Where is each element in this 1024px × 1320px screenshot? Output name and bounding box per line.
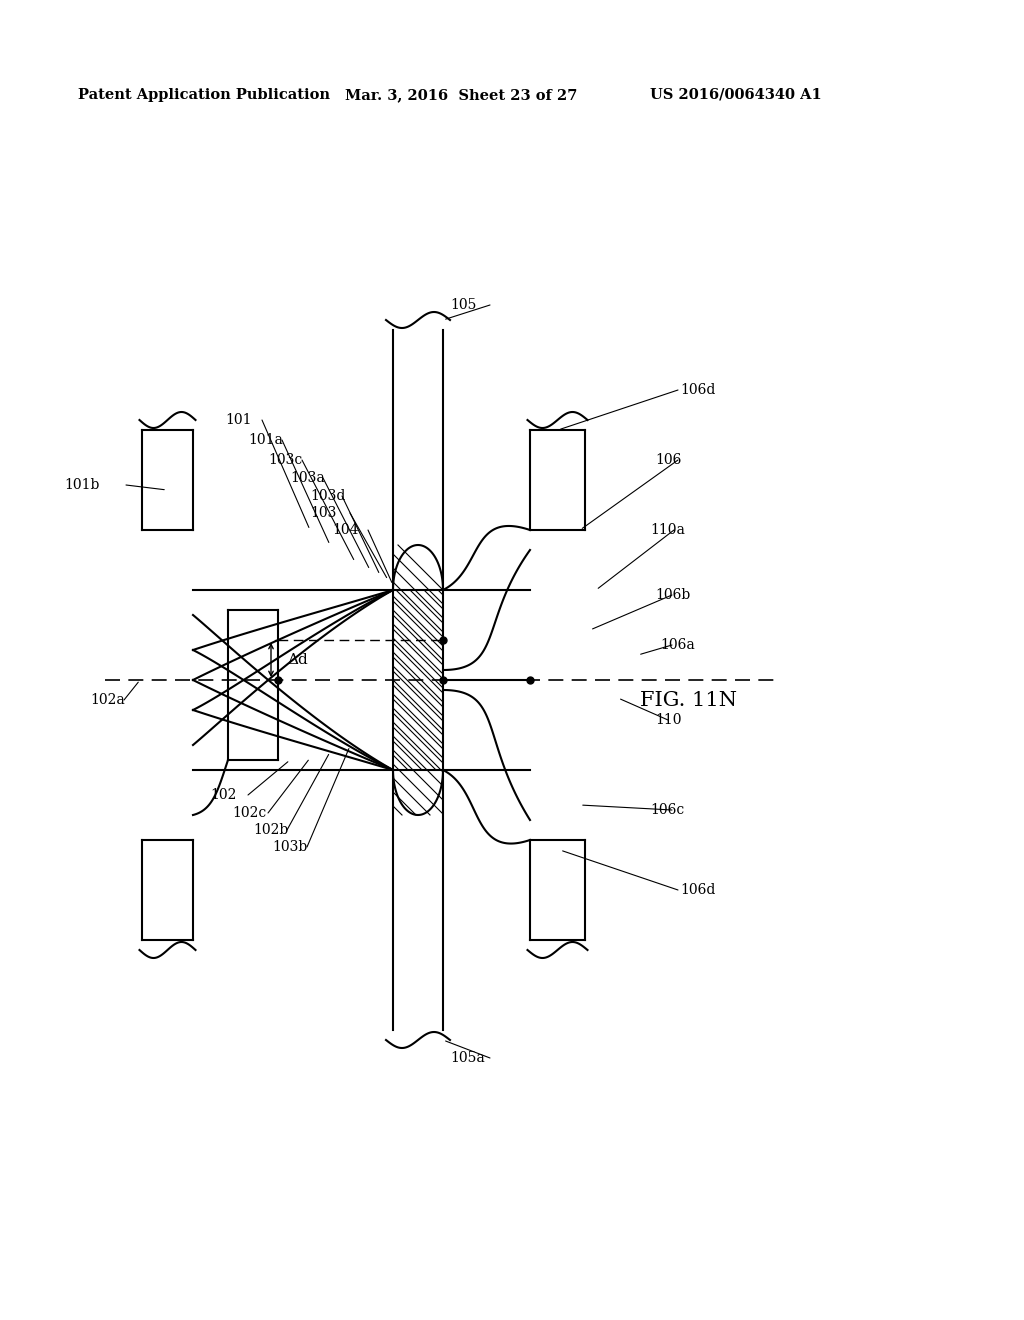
Text: 106c: 106c xyxy=(650,803,684,817)
Text: US 2016/0064340 A1: US 2016/0064340 A1 xyxy=(650,88,821,102)
Text: 106d: 106d xyxy=(680,883,716,898)
Text: 103c: 103c xyxy=(268,453,302,467)
Text: 103b: 103b xyxy=(272,840,307,854)
Text: 105: 105 xyxy=(450,298,476,312)
Text: 104: 104 xyxy=(332,523,358,537)
Text: 101a: 101a xyxy=(248,433,283,447)
Text: Mar. 3, 2016  Sheet 23 of 27: Mar. 3, 2016 Sheet 23 of 27 xyxy=(345,88,578,102)
Text: 110: 110 xyxy=(655,713,682,727)
Text: 102c: 102c xyxy=(232,807,266,820)
Text: Patent Application Publication: Patent Application Publication xyxy=(78,88,330,102)
Text: 103: 103 xyxy=(310,506,336,520)
Text: Δd: Δd xyxy=(287,653,308,667)
Text: 110a: 110a xyxy=(650,523,685,537)
Text: 106a: 106a xyxy=(660,638,694,652)
Text: 101b: 101b xyxy=(65,478,100,492)
Text: 102b: 102b xyxy=(253,822,288,837)
Text: 106d: 106d xyxy=(680,383,716,397)
Text: 102a: 102a xyxy=(90,693,125,708)
Text: 101: 101 xyxy=(225,413,252,426)
Text: 103a: 103a xyxy=(290,471,325,484)
Text: 103d: 103d xyxy=(310,488,345,503)
Text: 106b: 106b xyxy=(655,587,690,602)
Text: 106: 106 xyxy=(655,453,681,467)
Text: FIG. 11N: FIG. 11N xyxy=(640,690,737,710)
Text: 105a: 105a xyxy=(450,1051,484,1065)
Text: 102: 102 xyxy=(210,788,237,803)
